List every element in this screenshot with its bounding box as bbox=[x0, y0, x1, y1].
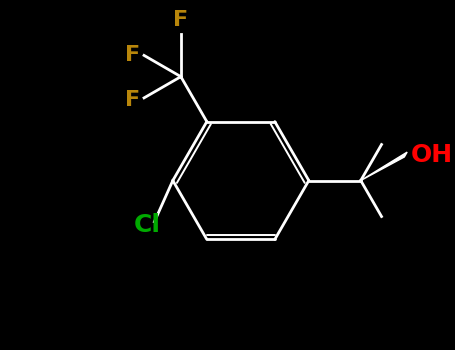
Text: F: F bbox=[173, 10, 188, 30]
Text: F: F bbox=[125, 90, 140, 110]
Text: OH: OH bbox=[410, 142, 453, 167]
Text: Cl: Cl bbox=[133, 214, 160, 238]
Polygon shape bbox=[361, 152, 407, 181]
Text: F: F bbox=[125, 46, 140, 65]
